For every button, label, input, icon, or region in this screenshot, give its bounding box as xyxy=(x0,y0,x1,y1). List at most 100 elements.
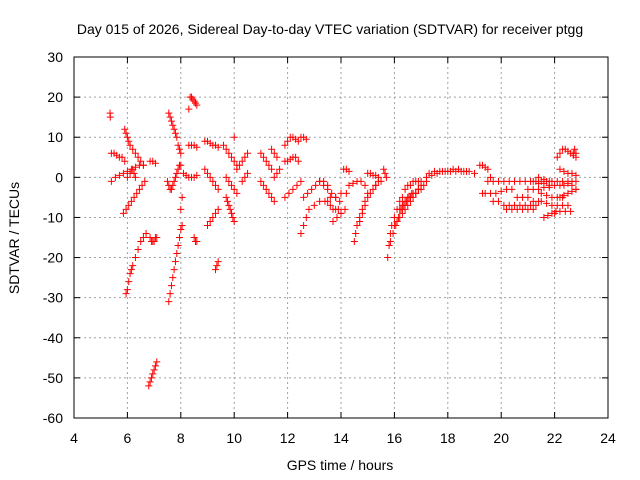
y-tick-label: -60 xyxy=(43,410,63,426)
data-point xyxy=(556,149,564,157)
data-point xyxy=(497,187,505,195)
series-arc-47 xyxy=(364,169,382,181)
data-point xyxy=(149,370,157,378)
series-arc-60 xyxy=(484,177,567,185)
data-point xyxy=(213,262,221,270)
data-point xyxy=(131,173,139,181)
data-point xyxy=(366,189,374,197)
data-point xyxy=(121,125,129,133)
data-point xyxy=(119,169,127,177)
data-point xyxy=(260,181,268,189)
data-point xyxy=(262,157,270,165)
data-point xyxy=(262,185,270,193)
x-tick-label: 14 xyxy=(333,430,349,446)
series-arc-34 xyxy=(281,153,302,165)
data-point xyxy=(178,221,186,229)
data-point xyxy=(150,238,158,246)
data-point xyxy=(551,209,559,217)
data-point xyxy=(225,201,233,209)
x-tick-label: 10 xyxy=(226,430,242,446)
y-tick-label: -10 xyxy=(43,209,63,225)
data-point xyxy=(401,197,409,205)
data-point xyxy=(222,145,230,153)
data-point xyxy=(175,145,183,153)
data-point xyxy=(369,185,377,193)
data-point xyxy=(324,197,332,205)
data-point xyxy=(134,246,142,254)
data-point xyxy=(193,143,201,151)
data-point xyxy=(236,161,244,169)
series-arc-44 xyxy=(345,177,369,189)
data-point xyxy=(422,173,430,181)
series-arc-65 xyxy=(513,193,543,205)
data-point xyxy=(229,213,237,221)
data-point xyxy=(129,165,137,173)
data-point xyxy=(138,181,146,189)
data-point xyxy=(238,177,246,185)
data-point xyxy=(228,209,236,217)
data-point xyxy=(361,201,369,209)
data-point xyxy=(389,229,397,237)
data-point xyxy=(560,191,568,199)
series-arc-57 xyxy=(425,167,470,177)
data-point xyxy=(228,181,236,189)
data-point xyxy=(406,193,414,201)
data-point xyxy=(281,141,289,149)
data-point xyxy=(257,177,265,185)
data-point xyxy=(214,258,222,266)
data-point xyxy=(396,205,404,213)
data-point xyxy=(529,177,537,185)
data-point xyxy=(273,153,281,161)
data-point xyxy=(425,169,433,177)
data-point xyxy=(174,141,182,149)
data-point xyxy=(572,149,580,157)
data-point xyxy=(382,173,390,181)
data-point xyxy=(300,221,308,229)
x-tick-label: 8 xyxy=(177,430,185,446)
data-point xyxy=(222,193,230,201)
data-point xyxy=(133,189,141,197)
y-tick-label: -50 xyxy=(43,370,63,386)
data-point xyxy=(312,181,320,189)
data-point xyxy=(141,177,149,185)
x-tick-label: 22 xyxy=(547,430,563,446)
data-point xyxy=(293,181,301,189)
series-arc-15 xyxy=(185,93,201,113)
data-point xyxy=(270,197,278,205)
data-point xyxy=(532,201,540,209)
data-point xyxy=(134,153,142,161)
data-point xyxy=(206,173,214,181)
data-point xyxy=(145,382,153,390)
data-point xyxy=(372,181,380,189)
data-point xyxy=(292,153,300,161)
data-point xyxy=(169,181,177,189)
data-point xyxy=(358,209,366,217)
data-point xyxy=(228,153,236,161)
data-point xyxy=(225,149,233,157)
data-point xyxy=(107,177,115,185)
data-point xyxy=(398,201,406,209)
data-point xyxy=(166,113,174,121)
series-arc-22 xyxy=(212,258,222,274)
data-point xyxy=(170,177,178,185)
data-point xyxy=(297,177,305,185)
data-point xyxy=(174,165,182,173)
data-point xyxy=(171,129,179,137)
data-point xyxy=(185,105,193,113)
data-point xyxy=(310,201,318,209)
data-point xyxy=(543,199,551,207)
chart-title: Day 015 of 2026, Sidereal Day-to-day VTE… xyxy=(77,21,583,37)
data-point xyxy=(122,129,130,137)
series-arc-33 xyxy=(281,133,302,149)
data-point xyxy=(342,189,350,197)
data-point xyxy=(125,201,133,209)
data-point xyxy=(572,177,580,185)
grid-lines xyxy=(74,57,608,418)
series-arc-27 xyxy=(233,149,252,173)
data-point xyxy=(495,197,503,205)
data-point xyxy=(535,173,543,181)
data-point xyxy=(560,181,568,189)
data-point xyxy=(118,153,126,161)
data-point xyxy=(540,213,548,221)
data-point xyxy=(204,221,211,229)
